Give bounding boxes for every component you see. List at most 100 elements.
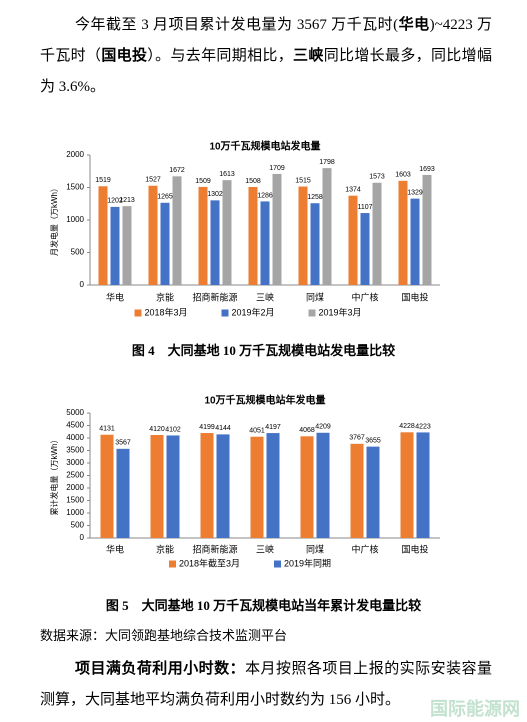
y-tick-label: 2500 bbox=[66, 471, 84, 480]
x-tick-label: 京能 bbox=[156, 543, 174, 554]
text-run: 本月按照各项目上报的实际安装容量测算，大同基地平均满负荷利用小时数约为 156 … bbox=[40, 661, 492, 708]
paragraph: 项目满负荷利用小时数：本月按照各项目上报的实际安装容量测算，大同基地平均满负荷利… bbox=[40, 654, 492, 716]
x-tick-label: 国电投 bbox=[401, 291, 428, 302]
value-label: 3655 bbox=[365, 437, 381, 444]
value-label: 1693 bbox=[419, 166, 435, 173]
value-label: 4197 bbox=[265, 424, 281, 431]
value-label: 1374 bbox=[345, 187, 361, 194]
bar bbox=[210, 200, 220, 285]
x-tick-label: 三峡 bbox=[256, 543, 274, 554]
text-run: 项目满负荷利用小时数： bbox=[75, 661, 246, 677]
figure-caption: 图 4 大同基地 10 万千瓦规模电站发电量比较 bbox=[131, 343, 396, 358]
bar bbox=[160, 202, 170, 285]
value-label: 1286 bbox=[257, 192, 273, 199]
legend-label: 2018年截至3月 bbox=[179, 557, 240, 568]
text-run: ）。与去年同期相比， bbox=[147, 48, 294, 64]
bar bbox=[98, 186, 108, 285]
value-label: 4209 bbox=[315, 424, 331, 431]
bar bbox=[398, 180, 408, 285]
y-tick-label: 4000 bbox=[66, 433, 84, 442]
bar bbox=[310, 203, 320, 285]
bar bbox=[400, 432, 414, 538]
x-tick-label: 三峡 bbox=[256, 291, 274, 302]
legend-swatch bbox=[308, 309, 316, 317]
y-tick-label: 5000 bbox=[66, 408, 84, 417]
legend-label: 2019年3月 bbox=[319, 306, 362, 317]
bar bbox=[250, 436, 264, 538]
chart-title: 10万千瓦规模电站年发电量 bbox=[204, 394, 325, 407]
y-tick-label: 3000 bbox=[66, 458, 84, 467]
y-tick-label: 1000 bbox=[66, 508, 84, 517]
x-tick-label: 招商新能源 bbox=[192, 291, 237, 302]
legend-swatch bbox=[274, 560, 281, 568]
text-run: 今年截至 3 月项目累计发电量为 3567 万千瓦时( bbox=[75, 17, 399, 33]
text-run: 同比增长最多，同比增幅为 3.6%。 bbox=[40, 48, 492, 95]
y-tick-label: 3500 bbox=[66, 446, 84, 455]
value-label: 1613 bbox=[219, 171, 235, 178]
x-tick-label: 国电投 bbox=[401, 543, 428, 554]
value-label: 3767 bbox=[349, 435, 365, 442]
value-label: 4051 bbox=[249, 428, 265, 435]
value-label: 1527 bbox=[145, 177, 161, 184]
bar bbox=[216, 434, 230, 538]
text-run: 三峡 bbox=[293, 48, 324, 64]
y-tick-label: 0 bbox=[80, 533, 85, 542]
bar bbox=[360, 213, 370, 285]
bar bbox=[248, 186, 258, 285]
value-label: 4102 bbox=[165, 426, 181, 433]
bar bbox=[198, 186, 208, 285]
bar bbox=[222, 180, 232, 285]
x-tick-label: 京能 bbox=[156, 291, 174, 302]
value-label: 1519 bbox=[95, 177, 111, 184]
chart-title: 10万千瓦规模电站发电量 bbox=[209, 140, 320, 153]
value-label: 1672 bbox=[169, 167, 185, 174]
bar bbox=[416, 432, 430, 538]
value-label: 1258 bbox=[307, 194, 323, 201]
bar bbox=[272, 173, 282, 285]
bar bbox=[350, 443, 364, 538]
bar bbox=[200, 433, 214, 538]
value-label: 4068 bbox=[299, 427, 315, 434]
value-label: 1515 bbox=[295, 177, 311, 184]
x-tick-label: 同煤 bbox=[306, 543, 324, 554]
legend-label: 2019年2月 bbox=[232, 306, 275, 317]
text-run: )~4223 万千瓦时（ bbox=[40, 17, 492, 64]
x-tick-label: 华电 bbox=[106, 291, 124, 302]
text-run: 华电 bbox=[398, 17, 430, 33]
bar bbox=[100, 434, 114, 538]
value-label: 4131 bbox=[99, 426, 115, 433]
bar bbox=[372, 182, 382, 285]
value-label: 1265 bbox=[157, 194, 173, 201]
bar bbox=[316, 432, 330, 538]
value-label: 1573 bbox=[369, 174, 385, 181]
bar bbox=[116, 448, 130, 538]
watermark: 国际能源网 bbox=[430, 699, 520, 720]
y-tick-label: 1500 bbox=[66, 496, 84, 505]
bar bbox=[110, 206, 120, 285]
y-tick-label: 500 bbox=[71, 248, 85, 257]
value-label: 1213 bbox=[119, 197, 135, 204]
value-label: 1798 bbox=[319, 159, 335, 166]
y-tick-label: 0 bbox=[80, 280, 85, 289]
bar bbox=[348, 195, 358, 285]
text-run: 国电投 bbox=[101, 48, 148, 64]
bar bbox=[148, 185, 158, 285]
y-axis-label: 累计发电量（万kWh） bbox=[49, 436, 59, 516]
source-note: 数据来源：大同领跑基地综合技术监测平台 bbox=[40, 628, 288, 643]
bar bbox=[150, 435, 164, 538]
value-label: 1329 bbox=[407, 189, 423, 196]
value-label: 4228 bbox=[399, 423, 415, 430]
bar bbox=[410, 198, 420, 285]
x-tick-label: 中广核 bbox=[351, 291, 378, 302]
y-tick-label: 2000 bbox=[66, 150, 84, 159]
bar bbox=[166, 435, 180, 538]
legend-label: 2019年同期 bbox=[284, 557, 331, 568]
value-label: 1107 bbox=[357, 204, 372, 211]
y-tick-label: 1500 bbox=[66, 183, 84, 192]
value-label: 1509 bbox=[195, 178, 211, 185]
value-label: 1202 bbox=[107, 198, 123, 205]
bar bbox=[422, 174, 432, 285]
